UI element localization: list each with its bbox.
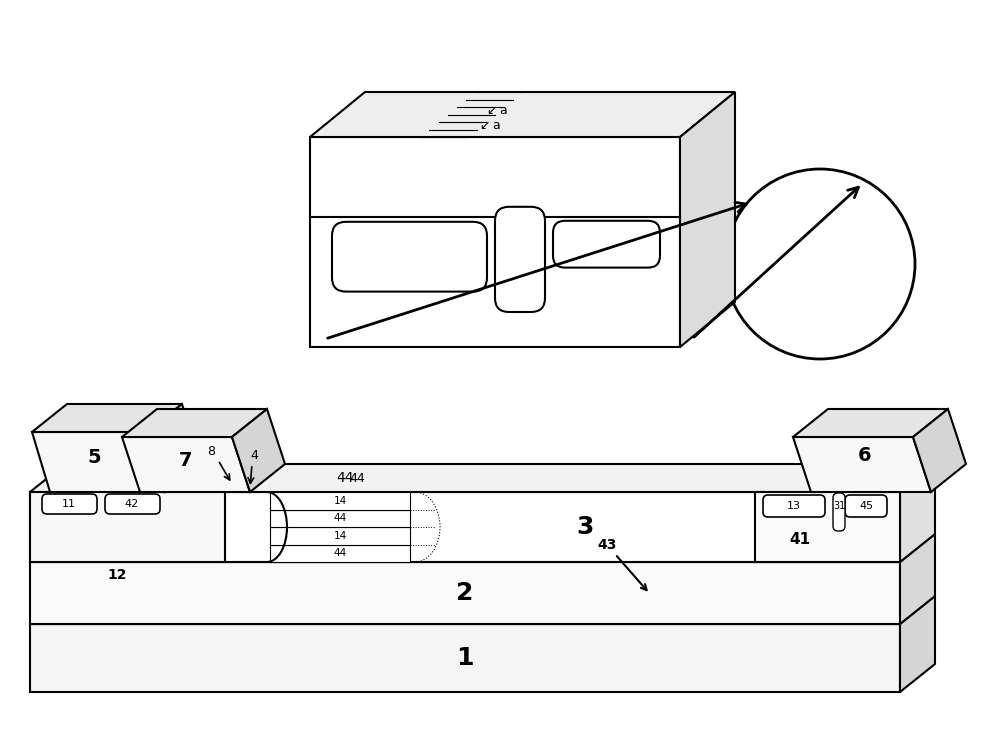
Polygon shape: [30, 562, 900, 624]
Text: 2: 2: [456, 581, 474, 605]
Polygon shape: [793, 409, 948, 437]
Polygon shape: [900, 596, 935, 692]
Polygon shape: [270, 492, 410, 510]
Text: 31: 31: [510, 236, 530, 251]
Text: 14: 14: [333, 531, 347, 541]
Text: 7: 7: [178, 450, 192, 470]
Text: 41: 41: [789, 533, 811, 548]
Polygon shape: [30, 596, 935, 624]
Text: 42: 42: [125, 499, 139, 509]
FancyBboxPatch shape: [833, 493, 845, 531]
Polygon shape: [32, 404, 182, 432]
FancyBboxPatch shape: [332, 222, 487, 292]
Polygon shape: [32, 432, 165, 492]
Text: 43: 43: [597, 538, 617, 552]
Polygon shape: [122, 437, 250, 492]
Text: 13: 13: [397, 257, 421, 277]
Polygon shape: [30, 624, 900, 692]
Text: 5: 5: [87, 447, 101, 467]
Polygon shape: [270, 545, 410, 562]
FancyBboxPatch shape: [763, 495, 825, 517]
Polygon shape: [270, 527, 410, 545]
Polygon shape: [680, 92, 735, 347]
Text: 41: 41: [354, 280, 396, 309]
Polygon shape: [232, 409, 285, 492]
Polygon shape: [30, 534, 935, 562]
Text: 44: 44: [336, 471, 354, 485]
Text: 45: 45: [594, 235, 618, 254]
Text: 44: 44: [350, 471, 365, 485]
FancyBboxPatch shape: [105, 494, 160, 514]
Polygon shape: [793, 437, 931, 492]
Text: 1: 1: [456, 646, 474, 670]
FancyBboxPatch shape: [495, 207, 545, 312]
Text: $\swarrow$a: $\swarrow$a: [484, 103, 508, 116]
Text: 44: 44: [333, 513, 347, 523]
Polygon shape: [270, 510, 410, 527]
Text: $\swarrow$a: $\swarrow$a: [477, 119, 501, 132]
FancyBboxPatch shape: [845, 495, 887, 517]
Polygon shape: [30, 464, 935, 492]
Text: 4: 4: [250, 448, 258, 462]
Polygon shape: [913, 409, 966, 492]
Polygon shape: [900, 464, 935, 562]
Text: 12: 12: [107, 568, 127, 582]
Text: 6: 6: [858, 445, 872, 464]
Polygon shape: [900, 534, 935, 624]
Text: 44: 44: [333, 548, 347, 558]
Polygon shape: [30, 492, 900, 562]
Polygon shape: [310, 92, 735, 137]
Text: 45: 45: [859, 501, 873, 511]
Text: 31: 31: [833, 501, 845, 511]
FancyBboxPatch shape: [553, 221, 660, 268]
Polygon shape: [30, 492, 225, 562]
Polygon shape: [122, 409, 267, 437]
Polygon shape: [755, 492, 900, 562]
Text: 3: 3: [576, 515, 594, 539]
Text: 13: 13: [787, 501, 801, 511]
Polygon shape: [147, 404, 200, 492]
Text: 14: 14: [333, 496, 347, 506]
Text: 11: 11: [62, 499, 76, 509]
Polygon shape: [310, 137, 680, 347]
FancyBboxPatch shape: [42, 494, 97, 514]
Text: 8: 8: [207, 444, 215, 458]
